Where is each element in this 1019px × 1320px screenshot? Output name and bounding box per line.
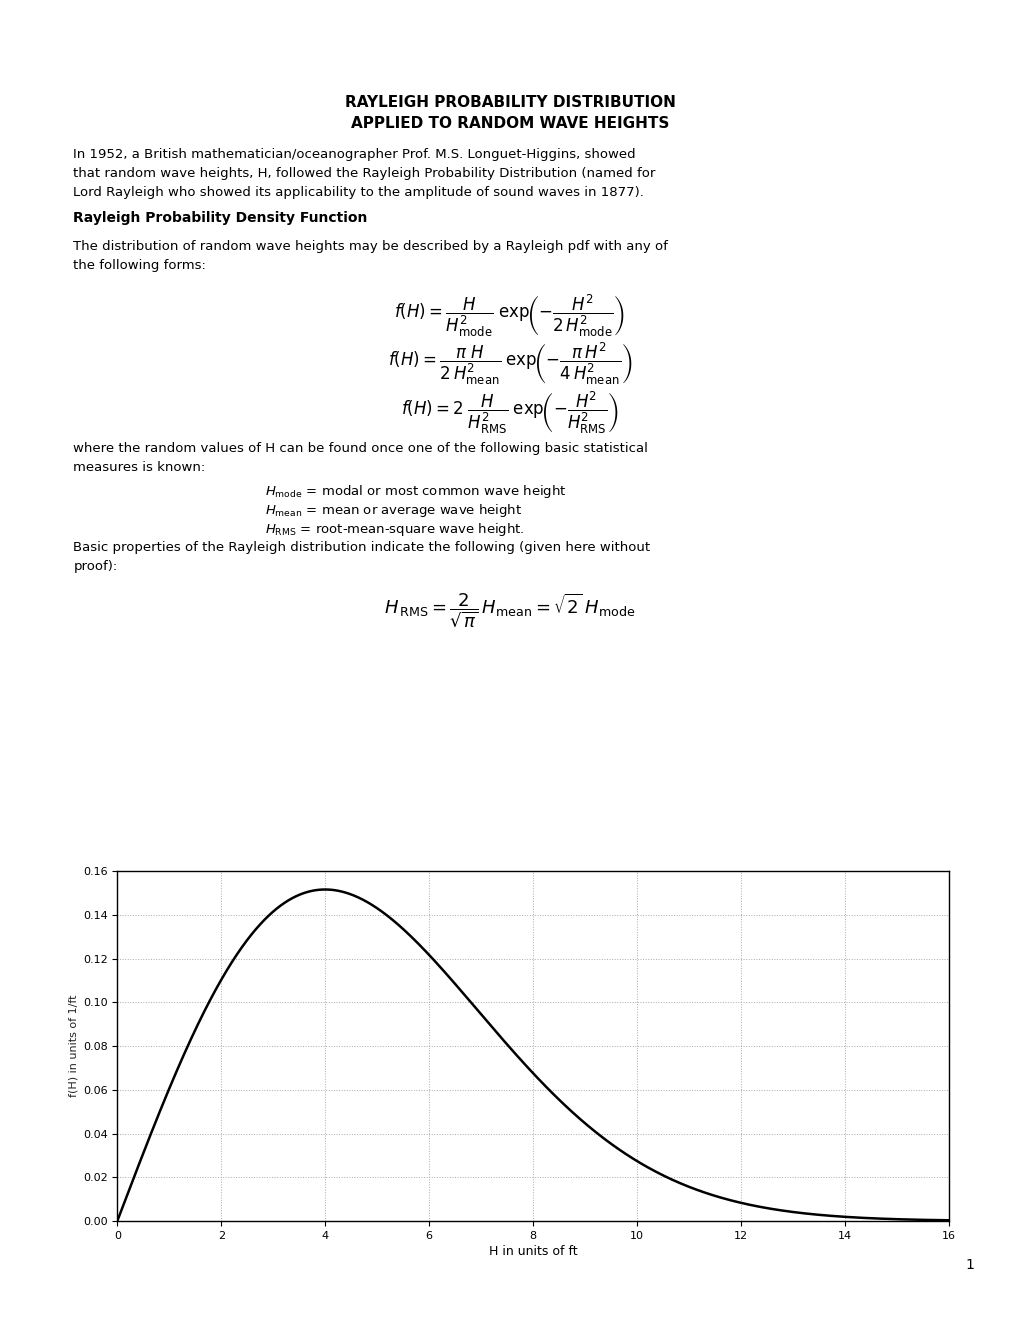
Text: $f(H) = \dfrac{H}{H^2_{\mathrm{mode}}} \;\mathrm{exp}\!\left(-\dfrac{H^2}{2\,H^2: $f(H) = \dfrac{H}{H^2_{\mathrm{mode}}} \…	[394, 293, 625, 339]
Text: $H_{\mathrm{mode}}$ = modal or most common wave height: $H_{\mathrm{mode}}$ = modal or most comm…	[265, 483, 567, 500]
Text: that random wave heights, H, followed the Rayleigh Probability Distribution (nam: that random wave heights, H, followed th…	[73, 168, 655, 180]
Text: Basic properties of the Rayleigh distribution indicate the following (given here: Basic properties of the Rayleigh distrib…	[73, 541, 650, 554]
Text: $f(H) = \dfrac{\pi\; H}{2\,H^2_{\mathrm{mean}}} \;\mathrm{exp}\!\left(-\dfrac{\p: $f(H) = \dfrac{\pi\; H}{2\,H^2_{\mathrm{…	[387, 341, 632, 387]
Text: $H_{\,\mathrm{RMS}} = \dfrac{2}{\sqrt{\pi}}\,H_{\mathrm{mean}} = \sqrt{2}\;H_{\m: $H_{\,\mathrm{RMS}} = \dfrac{2}{\sqrt{\p…	[384, 591, 635, 630]
Text: APPLIED TO RANDOM WAVE HEIGHTS: APPLIED TO RANDOM WAVE HEIGHTS	[351, 116, 668, 131]
Text: the following forms:: the following forms:	[73, 260, 206, 272]
Text: RAYLEIGH PROBABILITY DISTRIBUTION: RAYLEIGH PROBABILITY DISTRIBUTION	[344, 95, 675, 110]
Text: Lord Rayleigh who showed its applicability to the amplitude of sound waves in 18: Lord Rayleigh who showed its applicabili…	[73, 186, 644, 199]
Y-axis label: f(H) in units of 1/ft: f(H) in units of 1/ft	[68, 995, 78, 1097]
Text: In 1952, a British mathematician/oceanographer Prof. M.S. Longuet-Higgins, showe: In 1952, a British mathematician/oceanog…	[73, 148, 636, 161]
Text: $H_{\mathrm{mean}}$ = mean or average wave height: $H_{\mathrm{mean}}$ = mean or average wa…	[265, 502, 522, 519]
Text: proof):: proof):	[73, 560, 117, 573]
Text: where the random values of H can be found once one of the following basic statis: where the random values of H can be foun…	[73, 442, 648, 455]
X-axis label: H in units of ft: H in units of ft	[488, 1245, 577, 1258]
Text: $f(H) = 2\;\dfrac{H}{H^2_{\mathrm{RMS}}} \;\mathrm{exp}\!\left(-\dfrac{H^2}{H^2_: $f(H) = 2\;\dfrac{H}{H^2_{\mathrm{RMS}}}…	[400, 389, 619, 436]
Text: measures is known:: measures is known:	[73, 461, 206, 474]
Text: The distribution of random wave heights may be described by a Rayleigh pdf with : The distribution of random wave heights …	[73, 240, 667, 253]
Text: 1: 1	[964, 1258, 973, 1272]
Text: Rayleigh Probability Density Function: Rayleigh Probability Density Function	[73, 211, 368, 226]
Text: $H_{\mathrm{RMS}}$ = root-mean-square wave height.: $H_{\mathrm{RMS}}$ = root-mean-square wa…	[265, 521, 525, 539]
